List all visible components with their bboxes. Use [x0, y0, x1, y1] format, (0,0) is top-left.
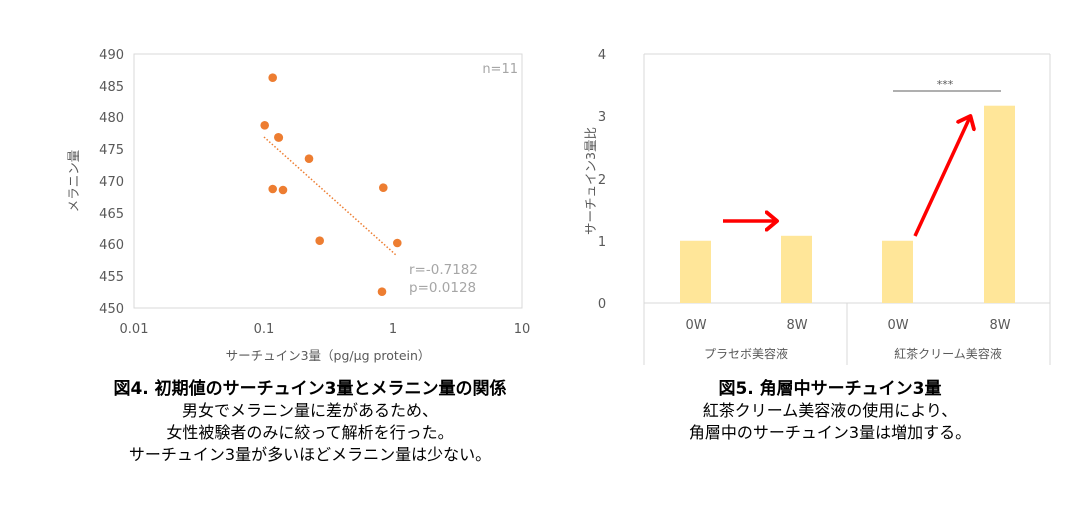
fig4-ytick: 475 — [99, 143, 124, 158]
fig5-y-axis-title: サーチュイン3量比 — [583, 127, 598, 235]
fig4-caption: 図4. 初期値のサーチュイン3量とメラニン量の関係 男女でメラニン量に差があるた… — [60, 378, 560, 466]
data-point — [268, 184, 278, 194]
fig4-plot-area — [133, 53, 523, 309]
fig4-ytick: 455 — [99, 270, 124, 285]
fig4-x-ticks: 0.01 0.1 1 10 — [120, 322, 531, 337]
fig5-xtick: 0W — [887, 318, 908, 333]
fig4-ytick: 480 — [99, 111, 124, 126]
fig5-caption: 図5. 角層中サーチュイン3量 紅茶クリーム美容液の使用により、 角層中のサーチ… — [600, 378, 1060, 444]
fig5-significance-label: *** — [937, 78, 954, 91]
fig5-ytick: 4 — [598, 48, 606, 63]
fig5-caption-line: 角層中のサーチュイン3量は増加する。 — [688, 423, 972, 442]
fig4-trendline — [263, 136, 397, 256]
fig4-ytick: 450 — [99, 302, 124, 317]
fig4-caption-line: サーチュイン3量が多いほどメラニン量は少ない。 — [128, 445, 492, 464]
fig5-xtick: 8W — [786, 318, 807, 333]
fig4-n-label: n=11 — [482, 62, 518, 77]
fig4-points — [260, 73, 402, 297]
fig4-y-ticks: 490 485 480 475 470 465 460 455 450 — [99, 48, 124, 317]
fig5-caption-title: 図5. 角層中サーチュイン3量 — [718, 379, 942, 399]
fig5-bars — [680, 105, 1015, 303]
fig4-scatter-chart: 490 485 480 475 470 465 460 455 450 0.01… — [66, 48, 531, 363]
data-point — [304, 154, 314, 163]
fig5-group-label: 紅茶クリーム美容液 — [894, 346, 1002, 361]
fig4-ytick: 465 — [99, 207, 124, 222]
fig4-xtick: 1 — [389, 322, 397, 337]
fig5-group-label: プラセボ美容液 — [704, 346, 788, 361]
fig4-xtick: 0.1 — [254, 322, 275, 337]
arrow-up-right-icon — [913, 117, 970, 237]
data-point — [379, 183, 388, 192]
data-point — [274, 133, 284, 142]
fig4-xtick: 10 — [514, 322, 531, 337]
fig4-r-label: r=-0.7182 — [409, 262, 478, 278]
fig4-y-axis-title: メラニン量 — [66, 150, 81, 213]
bar-placebo-0w — [680, 240, 711, 303]
bar-tea-0w — [882, 240, 913, 303]
fig4-p-label: p=0.0128 — [409, 280, 476, 296]
fig5-xtick: 8W — [989, 318, 1010, 333]
data-point — [315, 236, 325, 245]
fig4-ytick: 460 — [99, 238, 124, 253]
fig4-ytick: 490 — [99, 48, 124, 63]
fig5-bar-chart: 4 3 2 1 0 サーチュイン3量比 0W 8W 0W 8W プラセボ美容液 … — [583, 48, 1051, 365]
fig4-xtick: 0.01 — [120, 322, 149, 337]
fig4-caption-title: 図4. 初期値のサーチュイン3量とメラニン量の関係 — [113, 379, 507, 399]
fig4-ytick: 470 — [99, 175, 124, 190]
fig5-caption-line: 紅茶クリーム美容液の使用により、 — [702, 401, 958, 420]
fig5-ytick: 0 — [598, 297, 606, 312]
fig4-ytick: 485 — [99, 80, 124, 95]
fig5-y-ticks: 4 3 2 1 0 — [598, 48, 606, 312]
data-point — [268, 73, 278, 82]
data-point — [278, 185, 288, 195]
fig4-x-axis-title: サーチュイン3量（pg/μg protein） — [226, 348, 431, 363]
fig4-caption-line: 女性被験者のみに絞って解析を行った。 — [166, 423, 454, 442]
fig5-ytick: 3 — [598, 110, 606, 125]
fig5-group-labels: プラセボ美容液 紅茶クリーム美容液 — [704, 346, 1002, 361]
data-point — [377, 287, 387, 297]
bar-placebo-8w — [781, 235, 812, 303]
data-point — [393, 238, 402, 248]
data-point — [260, 121, 270, 130]
fig5-x-ticks: 0W 8W 0W 8W — [685, 318, 1010, 333]
bar-tea-8w — [984, 105, 1015, 303]
fig5-xtick: 0W — [685, 318, 706, 333]
fig4-caption-line: 男女でメラニン量に差があるため、 — [181, 401, 438, 420]
fig5-ytick: 1 — [598, 235, 606, 250]
fig5-ytick: 2 — [598, 173, 606, 188]
